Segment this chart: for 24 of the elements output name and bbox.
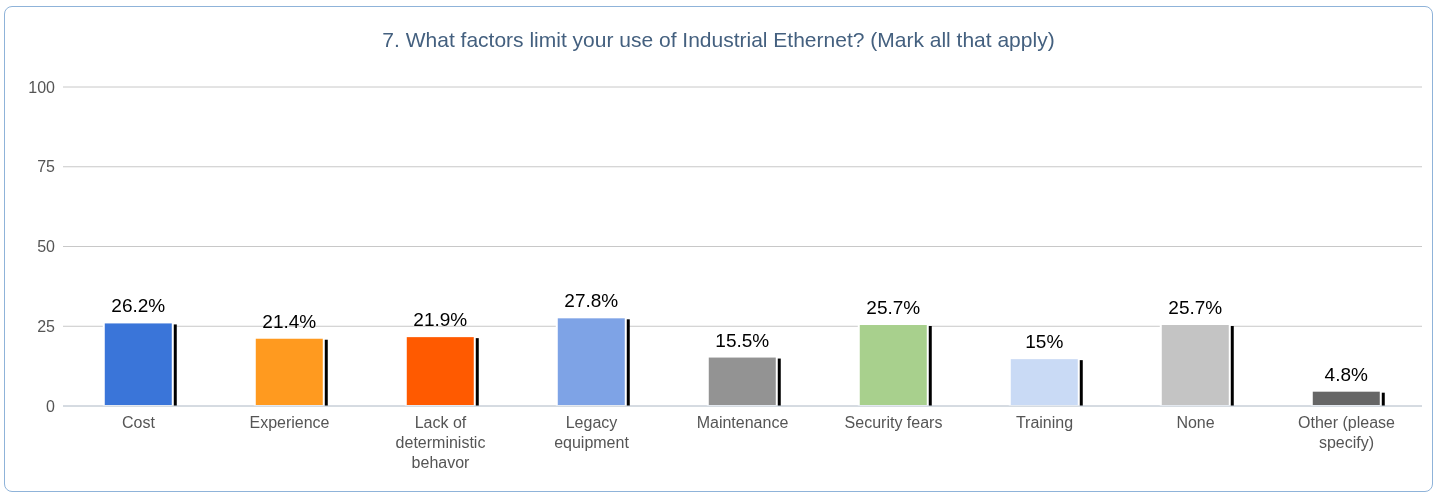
y-tick-label: 75 — [37, 158, 56, 176]
x-tick-label: Security fears — [844, 414, 943, 431]
x-tick-label: None — [1176, 414, 1215, 431]
data-label: 15.5% — [715, 329, 770, 351]
data-label: 21.9% — [413, 309, 468, 331]
y-tick-label: 100 — [28, 78, 56, 96]
x-tick-label: Lack of deterministic behavor — [395, 414, 486, 471]
data-label: 25.7% — [1168, 297, 1223, 319]
data-label: 26.2% — [111, 295, 166, 317]
data-label: 15% — [1025, 331, 1064, 353]
x-tick-label: Maintenance — [696, 414, 789, 431]
data-label: 27.8% — [564, 290, 619, 312]
y-tick-label: 50 — [37, 238, 56, 256]
data-label: 4.8% — [1324, 363, 1369, 385]
x-tick-label: Experience — [249, 414, 330, 431]
x-tick-label: Training — [1015, 414, 1074, 431]
x-tick-label: Cost — [122, 414, 156, 431]
x-tick-label: Legacy equipment — [554, 414, 630, 451]
y-tick-label: 25 — [37, 317, 56, 335]
y-tick-label: 0 — [46, 397, 56, 415]
x-tick-label: Other (please specify) — [1298, 414, 1396, 451]
data-label: 25.7% — [866, 297, 921, 319]
data-label: 21.4% — [262, 310, 317, 332]
chart-title: 7. What factors limit your use of Industrial Ethernet? (Mark all that apply) — [381, 28, 1056, 52]
